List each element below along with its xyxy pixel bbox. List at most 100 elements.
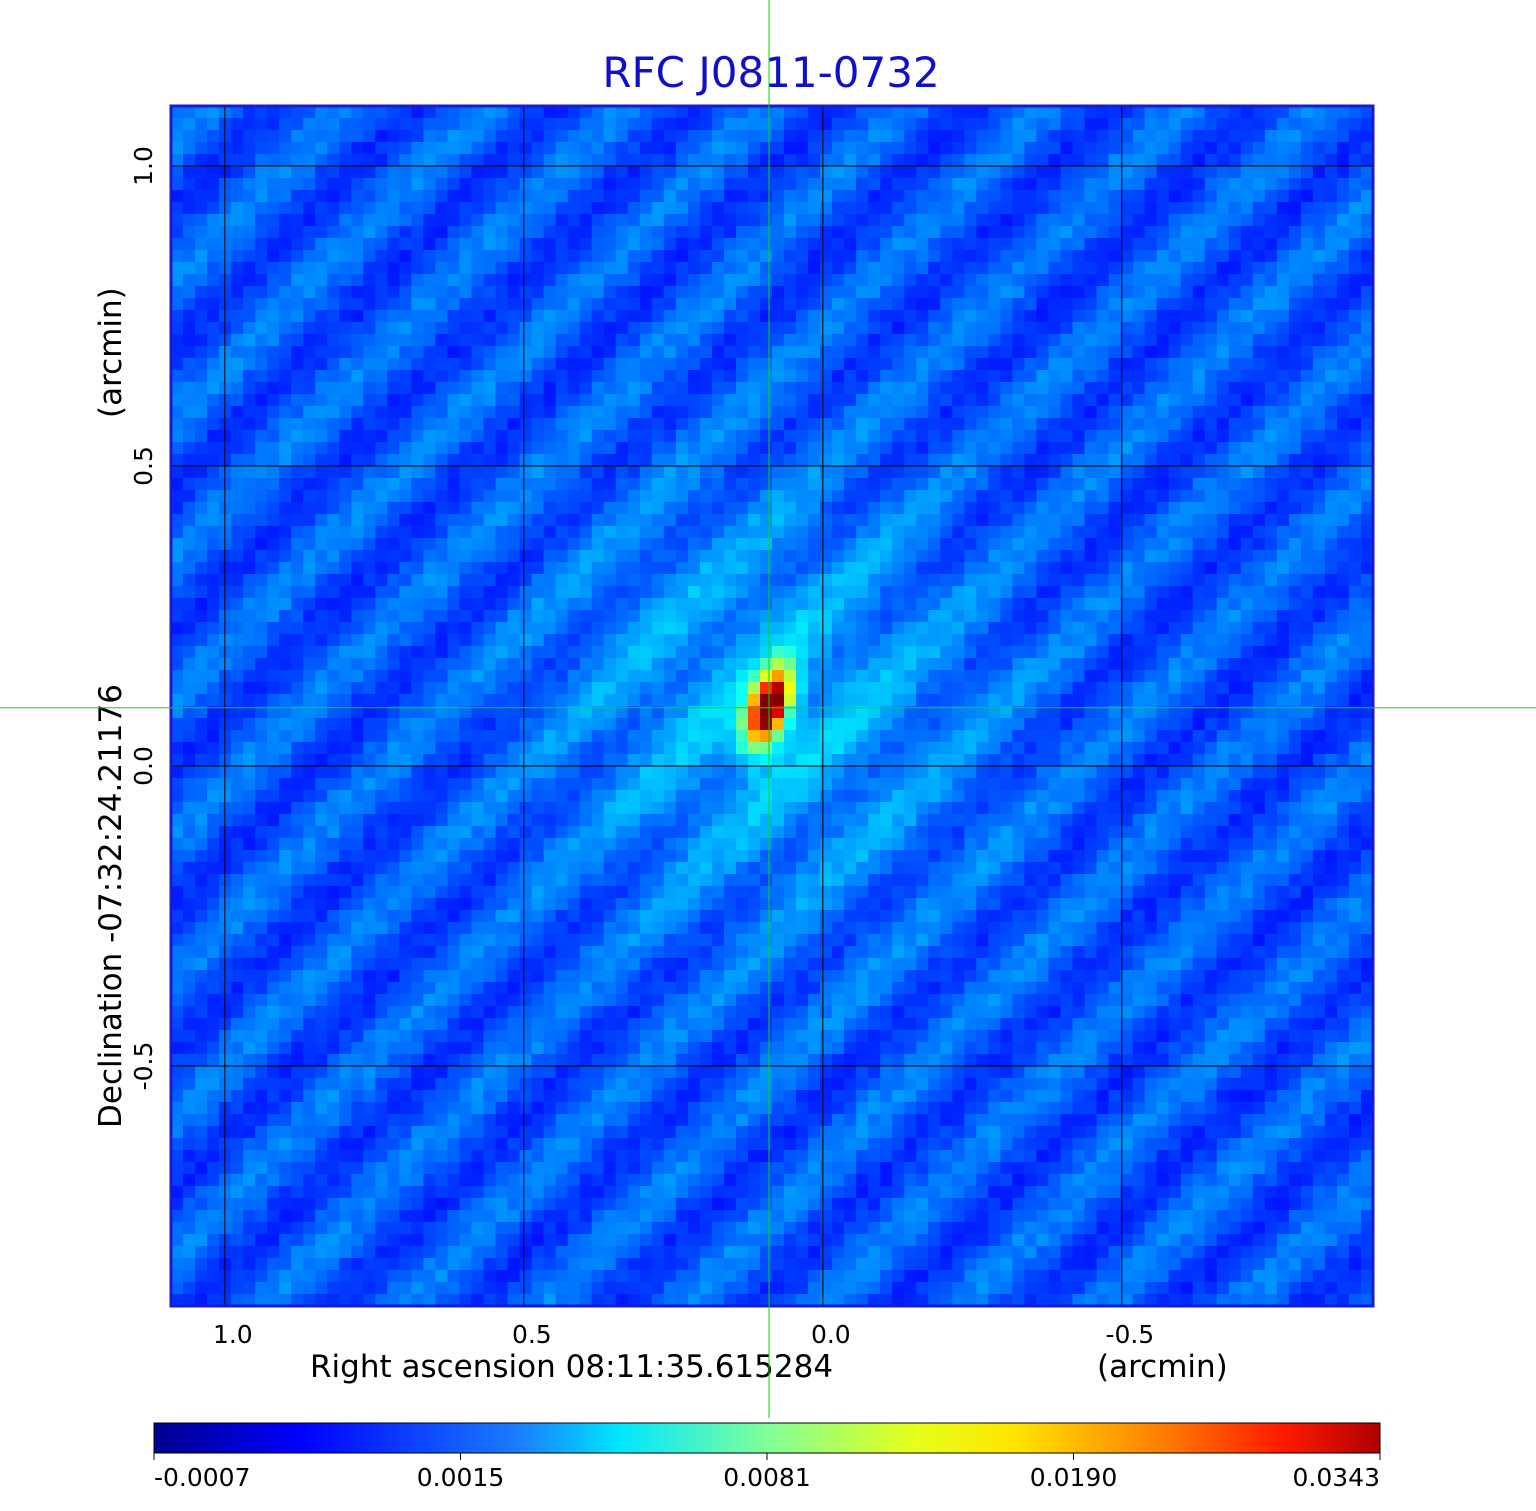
heatmap-cell	[231, 622, 244, 635]
heatmap-cell	[1036, 514, 1050, 527]
heatmap-cell	[219, 310, 232, 323]
heatmap-cell	[1120, 562, 1134, 575]
heatmap-cell	[435, 634, 449, 647]
heatmap-cell	[543, 694, 557, 707]
heatmap-cell	[808, 202, 821, 215]
heatmap-cell	[759, 298, 773, 311]
heatmap-cell	[1348, 178, 1362, 191]
heatmap-cell	[892, 274, 905, 287]
heatmap-cell	[507, 274, 521, 287]
heatmap-cell	[1276, 406, 1290, 419]
heatmap-cell	[687, 430, 701, 443]
heatmap-cell	[844, 274, 857, 287]
heatmap-cell	[1168, 682, 1182, 695]
heatmap-cell	[579, 490, 593, 503]
heatmap-cell	[591, 454, 605, 467]
heatmap-cell	[327, 466, 340, 479]
heatmap-cell	[1120, 394, 1134, 407]
heatmap-cell	[243, 562, 256, 575]
heatmap-cell	[880, 466, 893, 479]
heatmap-cell	[555, 370, 569, 383]
heatmap-cell	[940, 382, 953, 395]
heatmap-cell	[1156, 142, 1170, 155]
heatmap-cell	[399, 190, 412, 203]
heatmap-cell	[399, 454, 412, 467]
heatmap-cell	[1348, 238, 1362, 251]
heatmap-cell	[1228, 226, 1242, 239]
heatmap-cell	[351, 610, 364, 623]
heatmap-cell	[207, 118, 220, 131]
heatmap-cell	[976, 418, 989, 431]
heatmap-cell	[1084, 298, 1098, 311]
heatmap-cell	[423, 454, 437, 467]
heatmap-cell	[1228, 214, 1242, 227]
heatmap-cell	[916, 586, 929, 599]
heatmap-cell	[591, 394, 605, 407]
heatmap-cell	[964, 574, 977, 587]
heatmap-cell	[832, 622, 845, 635]
heatmap-cell	[1252, 262, 1266, 275]
heatmap-cell	[759, 334, 773, 347]
heatmap-cell	[459, 682, 473, 695]
heatmap-cell	[820, 370, 833, 383]
heatmap-cell	[711, 370, 725, 383]
heatmap-cell	[868, 250, 881, 263]
heatmap-cell	[735, 250, 749, 263]
heatmap-cell	[423, 322, 437, 335]
heatmap-cell	[952, 322, 965, 335]
heatmap-cell	[904, 274, 917, 287]
heatmap-cell	[796, 274, 809, 287]
heatmap-cell	[507, 346, 521, 359]
heatmap-cell	[1324, 502, 1338, 515]
heatmap-cell	[351, 598, 364, 611]
heatmap-cell	[603, 274, 617, 287]
heatmap-cell	[1180, 382, 1194, 395]
heatmap-cell	[844, 106, 857, 119]
heatmap-cell	[1264, 250, 1278, 263]
heatmap-cell	[1036, 562, 1050, 575]
heatmap-cell	[1264, 634, 1278, 647]
heatmap-cell	[675, 238, 689, 251]
heatmap-cell	[219, 538, 232, 551]
heatmap-cell	[1120, 418, 1134, 431]
heatmap-cell	[435, 526, 449, 539]
heatmap-cell	[1048, 154, 1062, 167]
heatmap-cell	[1312, 142, 1326, 155]
heatmap-cell	[784, 178, 797, 191]
heatmap-cell	[1000, 334, 1013, 347]
heatmap-cell	[1132, 166, 1146, 179]
heatmap-cell	[1312, 178, 1326, 191]
heatmap-cell	[531, 214, 545, 227]
heatmap-cell	[1120, 586, 1134, 599]
heatmap-cell	[976, 406, 989, 419]
heatmap-cell	[1072, 346, 1086, 359]
heatmap-cell	[1312, 214, 1326, 227]
heatmap-cell	[303, 190, 316, 203]
heatmap-cell	[1144, 382, 1158, 395]
heatmap-cell	[483, 418, 497, 431]
heatmap-cell	[363, 214, 376, 227]
heatmap-cell	[1096, 154, 1110, 167]
heatmap-cell	[603, 574, 617, 587]
heatmap-cell	[435, 106, 449, 119]
heatmap-cell	[1096, 430, 1110, 443]
heatmap-cell	[1120, 358, 1134, 371]
heatmap-cell	[1312, 154, 1326, 167]
heatmap-cell	[1048, 190, 1062, 203]
heatmap-cell	[483, 334, 497, 347]
heatmap-cell	[543, 538, 557, 551]
heatmap-cell	[892, 406, 905, 419]
heatmap-cell	[411, 310, 425, 323]
heatmap-cell	[303, 298, 316, 311]
heatmap-cell	[1156, 622, 1170, 635]
heatmap-cell	[519, 478, 533, 491]
heatmap-cell	[675, 538, 689, 551]
heatmap-cell	[1144, 322, 1158, 335]
heatmap-cell	[399, 694, 412, 707]
heatmap-cell	[1048, 622, 1062, 635]
heatmap-cell	[1168, 238, 1182, 251]
heatmap-cell	[1012, 550, 1026, 563]
heatmap-cell	[832, 202, 845, 215]
heatmap-cell	[759, 406, 773, 419]
heatmap-cell	[892, 682, 905, 695]
